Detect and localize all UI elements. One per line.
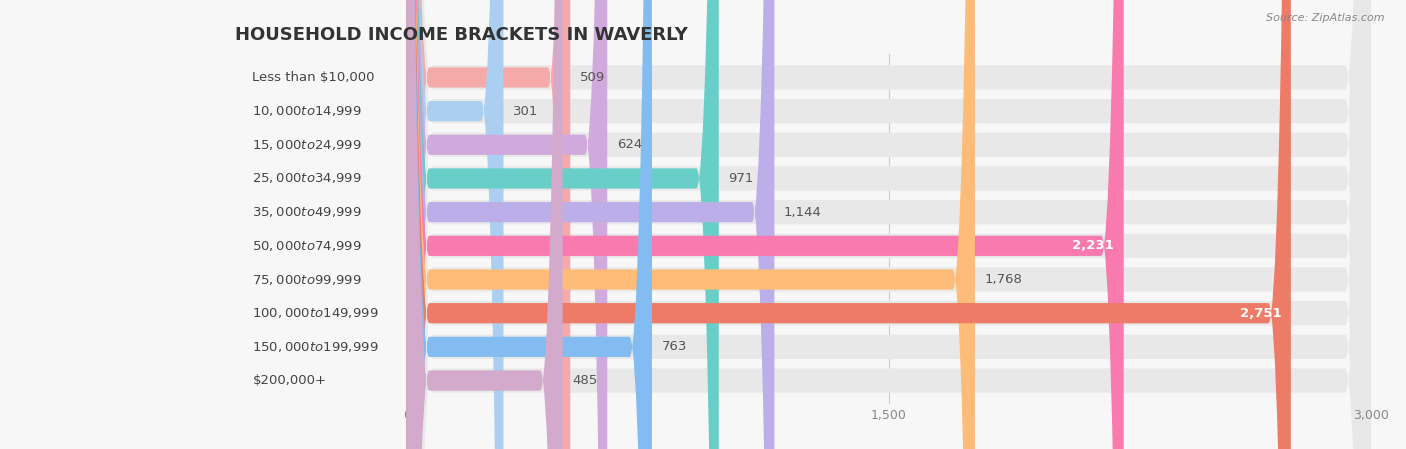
Text: Source: ZipAtlas.com: Source: ZipAtlas.com [1267,13,1385,23]
FancyBboxPatch shape [406,0,1123,449]
Text: 485: 485 [572,374,598,387]
FancyBboxPatch shape [406,0,1371,449]
Text: 1,768: 1,768 [984,273,1022,286]
FancyBboxPatch shape [406,0,562,449]
FancyBboxPatch shape [406,0,652,449]
Text: $100,000 to $149,999: $100,000 to $149,999 [253,306,380,320]
FancyBboxPatch shape [406,0,1371,449]
FancyBboxPatch shape [406,0,1371,449]
FancyBboxPatch shape [406,0,1371,449]
Text: 2,751: 2,751 [1240,307,1281,320]
Text: HOUSEHOLD INCOME BRACKETS IN WAVERLY: HOUSEHOLD INCOME BRACKETS IN WAVERLY [235,26,688,44]
Text: 763: 763 [662,340,688,353]
FancyBboxPatch shape [406,0,1371,449]
Text: 301: 301 [513,105,538,118]
Text: 2,231: 2,231 [1073,239,1114,252]
Text: $25,000 to $34,999: $25,000 to $34,999 [253,172,363,185]
FancyBboxPatch shape [406,0,1371,449]
FancyBboxPatch shape [406,0,607,449]
FancyBboxPatch shape [406,0,974,449]
Text: 1,144: 1,144 [785,206,823,219]
FancyBboxPatch shape [406,0,1371,449]
Text: 624: 624 [617,138,643,151]
Text: $150,000 to $199,999: $150,000 to $199,999 [253,340,380,354]
Text: $15,000 to $24,999: $15,000 to $24,999 [253,138,363,152]
Text: $75,000 to $99,999: $75,000 to $99,999 [253,273,363,286]
Text: Less than $10,000: Less than $10,000 [253,71,375,84]
FancyBboxPatch shape [406,0,775,449]
Text: $10,000 to $14,999: $10,000 to $14,999 [253,104,363,118]
FancyBboxPatch shape [406,0,1291,449]
Text: $200,000+: $200,000+ [253,374,326,387]
FancyBboxPatch shape [406,0,1371,449]
Text: $35,000 to $49,999: $35,000 to $49,999 [253,205,363,219]
FancyBboxPatch shape [406,0,503,449]
Text: 971: 971 [728,172,754,185]
FancyBboxPatch shape [406,0,1371,449]
FancyBboxPatch shape [406,0,571,449]
Text: 509: 509 [579,71,605,84]
Text: $50,000 to $74,999: $50,000 to $74,999 [253,239,363,253]
FancyBboxPatch shape [406,0,1371,449]
FancyBboxPatch shape [406,0,718,449]
